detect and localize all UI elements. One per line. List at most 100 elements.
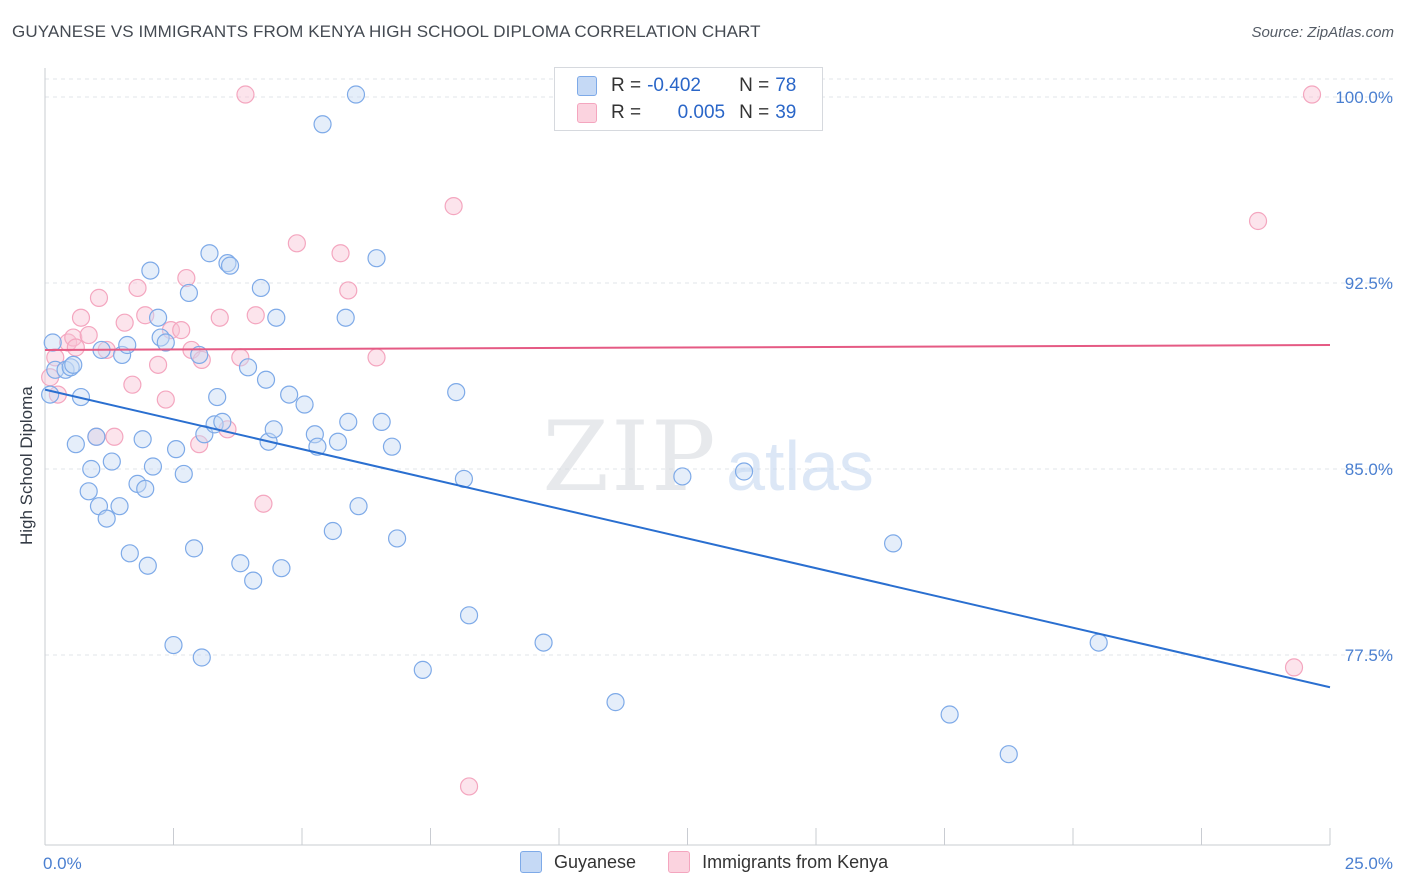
x-tick-label-max: 25.0% bbox=[1345, 854, 1393, 873]
legend-label-guyanese: Guyanese bbox=[554, 851, 637, 872]
legend-r-label: R = bbox=[611, 75, 642, 96]
legend-n-value: 39 bbox=[775, 102, 797, 123]
point-guyanese bbox=[138, 556, 157, 575]
point-guyanese bbox=[190, 345, 209, 365]
point-guyanese bbox=[46, 360, 65, 379]
legend-swatch-kenya bbox=[668, 851, 691, 873]
point-guyanese bbox=[606, 693, 625, 712]
point-guyanese bbox=[87, 427, 106, 446]
point-guyanese bbox=[323, 521, 342, 541]
point-guyanese bbox=[1089, 633, 1108, 652]
point-guyanese bbox=[413, 660, 432, 679]
point-kenya bbox=[71, 308, 91, 327]
point-guyanese bbox=[208, 387, 227, 407]
point-guyanese bbox=[102, 452, 121, 471]
point-guyanese bbox=[82, 459, 101, 479]
point-kenya bbox=[444, 197, 463, 216]
point-kenya bbox=[190, 435, 209, 454]
point-kenya bbox=[1248, 211, 1268, 231]
legend-n-label: N = bbox=[739, 102, 770, 123]
point-guyanese bbox=[136, 479, 155, 498]
point-kenya bbox=[1284, 658, 1304, 677]
legend-swatch-kenya bbox=[577, 103, 597, 123]
point-guyanese bbox=[999, 745, 1018, 764]
point-guyanese bbox=[459, 606, 479, 625]
point-guyanese bbox=[267, 308, 286, 327]
trend-lines bbox=[44, 344, 1331, 689]
point-guyanese bbox=[184, 539, 204, 558]
point-kenya bbox=[177, 268, 196, 288]
y-tick-label: 92.5% bbox=[1345, 274, 1393, 293]
point-kenya bbox=[172, 321, 191, 340]
point-guyanese bbox=[174, 464, 193, 484]
point-kenya bbox=[367, 348, 386, 367]
point-guyanese bbox=[387, 529, 407, 548]
point-guyanese bbox=[264, 420, 283, 439]
point-guyanese bbox=[97, 509, 116, 528]
point-guyanese bbox=[151, 328, 170, 347]
point-kenya bbox=[156, 390, 175, 409]
point-guyanese bbox=[367, 249, 386, 268]
point-guyanese bbox=[118, 335, 137, 355]
point-guyanese bbox=[447, 383, 466, 402]
legend-r-value: 0.005 bbox=[677, 102, 726, 123]
point-guyanese bbox=[883, 534, 903, 553]
y-axis-label: High School Diploma bbox=[17, 386, 36, 545]
point-guyanese bbox=[256, 370, 276, 389]
point-guyanese bbox=[141, 261, 160, 280]
legend-swatch-guyanese bbox=[577, 76, 597, 96]
y-tick-label: 100.0% bbox=[1335, 88, 1393, 107]
axes bbox=[44, 68, 1331, 846]
point-guyanese bbox=[79, 482, 98, 501]
point-guyanese bbox=[349, 497, 368, 516]
point-guyanese bbox=[61, 358, 80, 377]
point-guyanese bbox=[148, 308, 168, 327]
point-guyanese bbox=[231, 554, 250, 573]
point-guyanese bbox=[213, 412, 232, 431]
point-kenya bbox=[339, 281, 358, 300]
point-guyanese bbox=[339, 412, 358, 431]
point-kenya bbox=[66, 338, 85, 357]
point-guyanese bbox=[295, 395, 314, 414]
point-guyanese bbox=[734, 462, 754, 481]
series-legend: Guyanese Immigrants from Kenya bbox=[520, 851, 920, 873]
point-kenya bbox=[287, 234, 306, 253]
legend-swatch-guyanese bbox=[520, 851, 542, 873]
point-kenya bbox=[246, 306, 265, 325]
point-guyanese bbox=[110, 497, 129, 516]
tick-labels: 100.0% 92.5% 85.0% 77.5% 0.0% 25.0% bbox=[43, 88, 1393, 873]
point-guyanese bbox=[64, 355, 83, 374]
legend-n-value: 78 bbox=[775, 75, 797, 96]
point-kenya bbox=[192, 350, 211, 369]
point-kenya bbox=[46, 348, 65, 367]
x-tick-label-min: 0.0% bbox=[43, 854, 82, 873]
y-tick-label: 77.5% bbox=[1345, 646, 1393, 665]
point-kenya bbox=[128, 278, 147, 298]
point-guyanese bbox=[238, 358, 258, 377]
point-kenya bbox=[123, 375, 142, 394]
point-guyanese bbox=[251, 278, 270, 298]
trend-line-guyanese bbox=[44, 388, 1331, 689]
correlation-legend: R = -0.402 N = 78 R = 0.005 N = 39 bbox=[554, 67, 823, 131]
point-guyanese bbox=[200, 244, 219, 263]
legend-row-kenya: R = 0.005 N = 39 bbox=[577, 100, 796, 126]
point-guyanese bbox=[372, 412, 391, 431]
point-guyanese bbox=[192, 648, 211, 667]
legend-item-guyanese: Guyanese bbox=[520, 851, 636, 873]
point-guyanese bbox=[179, 283, 199, 303]
point-guyanese bbox=[156, 333, 175, 352]
point-guyanese bbox=[143, 457, 163, 476]
legend-r-label: R = bbox=[611, 102, 642, 123]
point-kenya bbox=[115, 313, 134, 332]
point-guyanese bbox=[940, 705, 959, 724]
y-tick-label: 85.0% bbox=[1345, 460, 1393, 479]
point-guyanese bbox=[66, 435, 85, 454]
legend-item-kenya: Immigrants from Kenya bbox=[668, 851, 888, 873]
point-kenya bbox=[79, 325, 98, 345]
trend-line-kenya bbox=[44, 344, 1331, 351]
point-kenya bbox=[331, 244, 350, 263]
legend-n-label: N = bbox=[739, 75, 770, 96]
point-guyanese bbox=[272, 559, 291, 578]
point-guyanese bbox=[166, 440, 186, 459]
